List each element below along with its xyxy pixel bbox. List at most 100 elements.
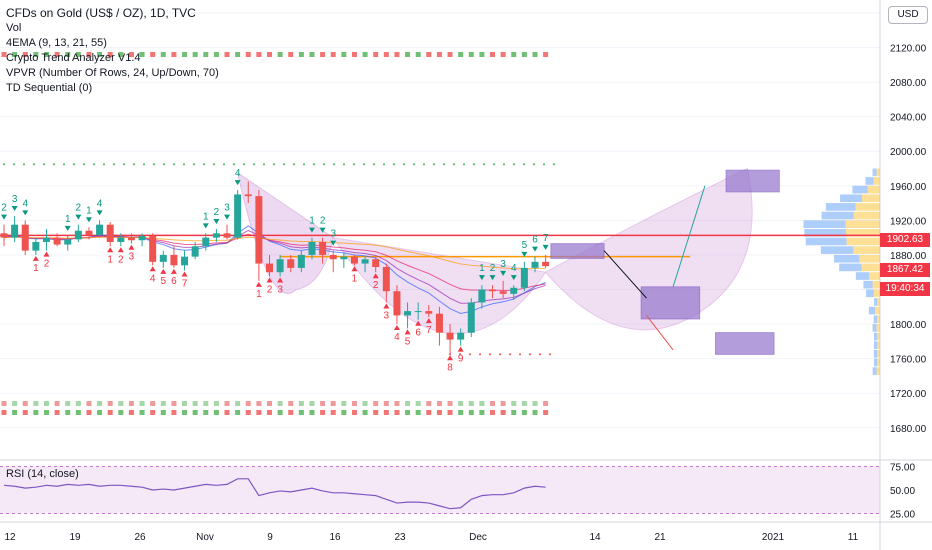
trend-square-bottom-2 <box>394 410 399 415</box>
resistance-dot <box>453 163 455 165</box>
resistance-dot <box>113 163 115 165</box>
td-sell-triangle <box>128 245 134 250</box>
price-tick-label: 1960.00 <box>890 182 927 193</box>
td-count-label: 8 <box>447 362 453 373</box>
trend-square-bottom-2 <box>97 410 102 415</box>
vpvr-bar-up <box>826 203 856 211</box>
time-tick-label: Nov <box>196 532 214 543</box>
vpvr-bar-down <box>877 341 880 349</box>
td-count-label: 1 <box>65 214 71 225</box>
vpvr-bar-down <box>859 255 880 263</box>
vpvr-bar-down <box>877 367 880 375</box>
candle-body <box>372 259 379 267</box>
td-count-label: 2 <box>44 259 50 270</box>
trend-square-bottom-2 <box>33 410 38 415</box>
vpvr-bar-up <box>852 186 867 194</box>
currency-button[interactable]: USD <box>888 6 928 24</box>
indicator-vol[interactable]: Vol <box>6 21 219 36</box>
candle-body <box>75 231 82 240</box>
vpvr-bar-up <box>873 169 877 177</box>
candle-body <box>266 264 273 273</box>
trend-square-bottom-1 <box>140 401 145 406</box>
td-buy-triangle <box>532 247 538 252</box>
support-dot <box>499 353 501 355</box>
vpvr-bar-up <box>873 367 877 375</box>
td-buy-triangle <box>203 223 209 228</box>
trend-square-bottom-2 <box>320 410 325 415</box>
trend-square-bottom-1 <box>490 401 495 406</box>
trend-square-bottom-1 <box>278 401 283 406</box>
indicator-vpvr[interactable]: VPVR (Number Of Rows, 24, Up/Down, 70) <box>6 66 219 81</box>
support-dot <box>509 353 511 355</box>
td-count-label: 2 <box>490 263 496 274</box>
trend-square-bottom-1 <box>533 401 538 406</box>
vpvr-bar-down <box>877 324 880 332</box>
indicator-td-sequential[interactable]: TD Sequential (0) <box>6 81 219 96</box>
trend-square-bottom-1 <box>203 401 208 406</box>
candle-body <box>64 239 71 244</box>
candle-body <box>213 233 220 237</box>
candle-body <box>11 225 18 238</box>
indicator-ema[interactable]: 4EMA (9, 13, 21, 55) <box>6 36 219 51</box>
trend-square-bottom-2 <box>458 410 463 415</box>
resistance-dot <box>283 163 285 165</box>
td-count-label: 5 <box>522 240 528 251</box>
time-axis[interactable]: 12 19 26 Nov 9 16 23 Dec 14 21 2021 11 <box>4 532 858 543</box>
resistance-dot <box>133 163 135 165</box>
trend-square-bottom-2 <box>543 410 548 415</box>
vpvr-bar-down <box>868 186 880 194</box>
support-dot <box>459 353 461 355</box>
support-dot <box>479 353 481 355</box>
td-count-label: 2 <box>373 280 379 291</box>
trend-square-bottom-1 <box>501 401 506 406</box>
td-count-label: 3 <box>224 203 230 214</box>
td-count-label: 4 <box>511 263 517 274</box>
trend-square-bottom-2 <box>161 410 166 415</box>
trend-square-top <box>256 52 261 57</box>
support-dot <box>469 353 471 355</box>
td-count-label: 3 <box>12 194 18 205</box>
trend-square-bottom-1 <box>171 401 176 406</box>
trend-square-bottom-2 <box>469 410 474 415</box>
resistance-dot <box>143 163 145 165</box>
trend-square-bottom-1 <box>437 401 442 406</box>
vpvr-bar-down <box>862 194 880 202</box>
trend-square-top <box>469 52 474 57</box>
trend-square-top <box>533 52 538 57</box>
candle-body <box>521 268 528 288</box>
trend-square-top <box>479 52 484 57</box>
resistance-dot <box>263 163 265 165</box>
rsi-legend[interactable]: RSI (14, close) <box>6 468 79 480</box>
resistance-dot <box>433 163 435 165</box>
trend-square-bottom-1 <box>331 401 336 406</box>
symbol-title[interactable]: CFDs on Gold (US$ / OZ), 1D, TVC <box>6 6 219 21</box>
trend-square-top <box>543 52 548 57</box>
trend-square-bottom-1 <box>65 401 70 406</box>
vpvr-bar-down <box>877 350 880 358</box>
resistance-dot <box>463 163 465 165</box>
time-tick-label: Dec <box>469 532 487 543</box>
trend-square-bottom-2 <box>23 410 28 415</box>
trend-square-top <box>352 52 357 57</box>
td-buy-triangle <box>213 219 219 224</box>
resistance-dot <box>353 163 355 165</box>
trend-square-bottom-1 <box>479 401 484 406</box>
trend-square-bottom-2 <box>150 410 155 415</box>
resistance-dot <box>493 163 495 165</box>
resistance-dot <box>343 163 345 165</box>
td-count-label: 3 <box>384 310 390 321</box>
indicator-trend-analyzer[interactable]: Crypto Trend Analyzer V1.4 <box>6 51 219 66</box>
candle-body <box>383 267 390 291</box>
resistance-dot <box>63 163 65 165</box>
rsi-tick-label: 75.00 <box>890 463 915 474</box>
vpvr-bar-down <box>869 272 880 280</box>
resistance-dot <box>243 163 245 165</box>
resistance-dot <box>23 163 25 165</box>
trend-square-bottom-2 <box>86 410 91 415</box>
trend-square-bottom-2 <box>490 410 495 415</box>
time-tick-label: 21 <box>654 532 666 543</box>
trend-square-bottom-1 <box>2 401 7 406</box>
td-sell-triangle <box>107 247 113 252</box>
resistance-dot <box>513 163 515 165</box>
resistance-dot <box>553 163 555 165</box>
